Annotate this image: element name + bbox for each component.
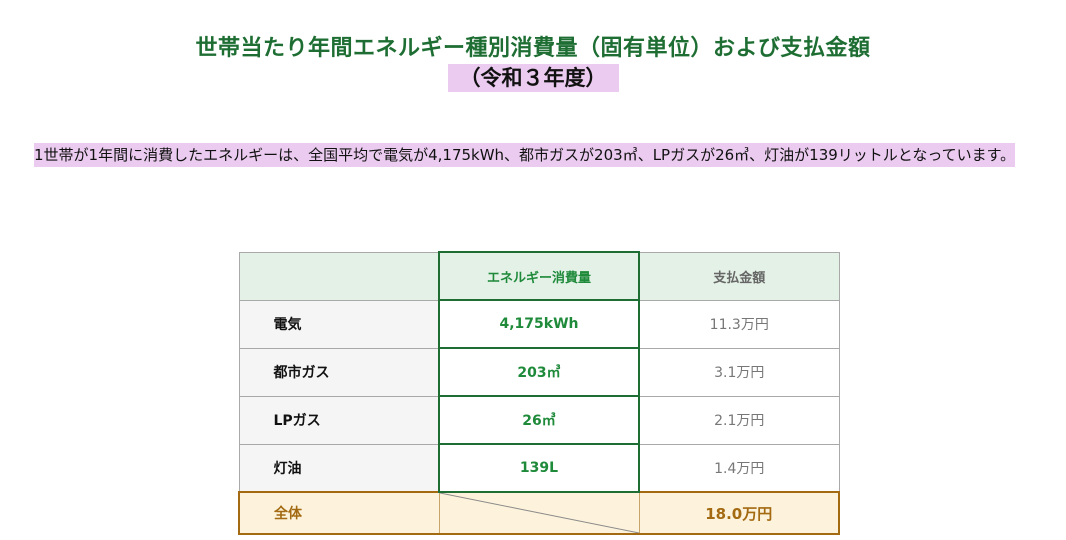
payment-kerosene: 1.4万円: [638, 443, 840, 493]
energy-electricity: 4,175kWh: [438, 299, 640, 349]
header-blank-cell: [238, 251, 440, 301]
header-payment-amount: 支払金額: [638, 251, 840, 301]
page-title: 世帯当たり年間エネルギー種別消費量（固有単位）および支払金額: [195, 36, 871, 61]
table-row: 都市ガス 203㎥ 3.1万円: [238, 347, 840, 397]
energy-city-gas: 203㎥: [438, 347, 640, 397]
payment-electricity: 11.3万円: [638, 299, 840, 349]
page-subtitle: （令和３年度）: [447, 64, 619, 92]
table-row: 電気 4,175kWh 11.3万円: [238, 299, 840, 349]
total-diagonal-cell: [439, 491, 640, 535]
energy-lp-gas: 26㎥: [438, 395, 640, 445]
payment-lp-gas: 2.1万円: [638, 395, 840, 445]
payment-city-gas: 3.1万円: [638, 347, 840, 397]
title-block: 世帯当たり年間エネルギー種別消費量（固有単位）および支払金額 （令和３年度）: [0, 34, 1066, 92]
total-label: 全体: [238, 491, 440, 535]
description-paragraph: 1世帯が1年間に消費したエネルギーは、全国平均で電気が4,175kWh、都市ガス…: [34, 140, 1034, 171]
row-label-city-gas: 都市ガス: [238, 347, 440, 397]
row-label-kerosene: 灯油: [238, 443, 440, 493]
row-label-lp-gas: LPガス: [238, 395, 440, 445]
table-row: 灯油 139L 1.4万円: [238, 443, 840, 493]
total-row: 全体 18.0万円: [238, 491, 840, 535]
row-label-electricity: 電気: [238, 299, 440, 349]
table-header-row: エネルギー消費量 支払金額: [238, 251, 840, 301]
energy-table: エネルギー消費量 支払金額 電気 4,175kWh 11.3万円 都市ガス 20…: [238, 251, 840, 535]
total-payment: 18.0万円: [639, 491, 840, 535]
diagonal-line: [439, 493, 639, 533]
table-row: LPガス 26㎥ 2.1万円: [238, 395, 840, 445]
description-text: 1世帯が1年間に消費したエネルギーは、全国平均で電気が4,175kWh、都市ガス…: [34, 143, 1016, 167]
header-energy-consumption: エネルギー消費量: [438, 251, 640, 301]
energy-kerosene: 139L: [438, 443, 640, 493]
